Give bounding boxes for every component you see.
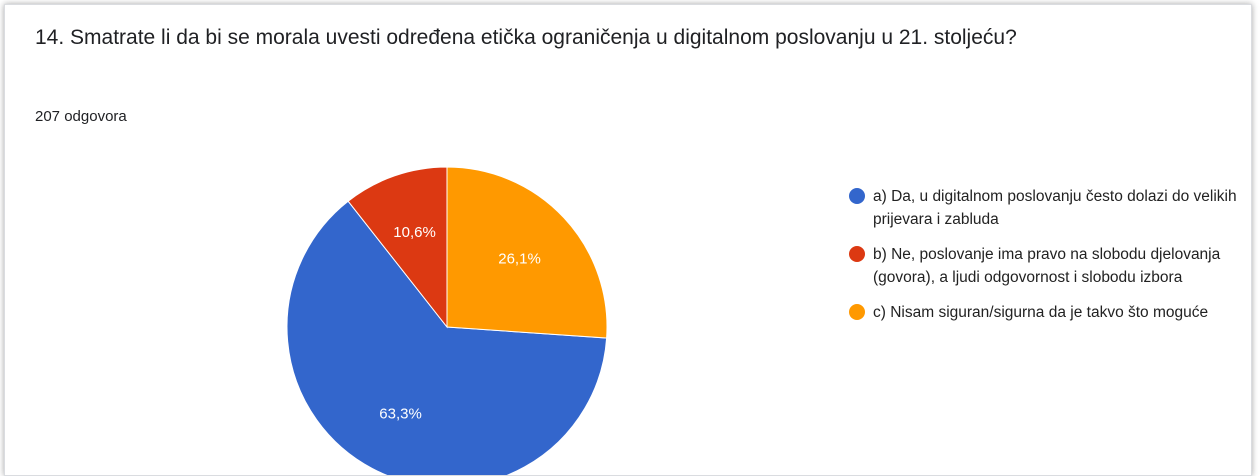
- chart: 63,3% 10,6% 26,1%: [286, 166, 608, 475]
- pie-slice: [347, 166, 448, 329]
- legend-item: b) Ne, poslovanje ima pravo na slobodu d…: [849, 243, 1258, 289]
- legend-label: a) Da, u digitalnom poslovanju često dol…: [873, 188, 1237, 228]
- card: 14. Smatrate li da bi se morala uvesti o…: [4, 4, 1252, 476]
- pie-slice: [286, 200, 608, 475]
- slice-label: 26,1%: [498, 250, 541, 267]
- legend: a) Da, u digitalnom poslovanju često dol…: [849, 185, 1258, 336]
- slice-label: 10,6%: [393, 224, 436, 241]
- legend-swatch: [849, 246, 865, 262]
- legend-swatch: [849, 304, 865, 320]
- slice-label: 63,3%: [379, 406, 422, 423]
- pie-slice: [446, 166, 608, 339]
- legend-item: a) Da, u digitalnom poslovanju često dol…: [849, 185, 1258, 231]
- legend-item: c) Nisam siguran/sigurna da je takvo što…: [849, 301, 1258, 324]
- legend-label: c) Nisam siguran/sigurna da je takvo što…: [873, 304, 1209, 321]
- chart-title: 14. Smatrate li da bi se morala uvesti o…: [35, 26, 1017, 49]
- legend-label: b) Ne, poslovanje ima pravo na slobodu d…: [873, 246, 1221, 286]
- response-count: 207 odgovora: [35, 108, 127, 125]
- legend-swatch: [849, 188, 865, 204]
